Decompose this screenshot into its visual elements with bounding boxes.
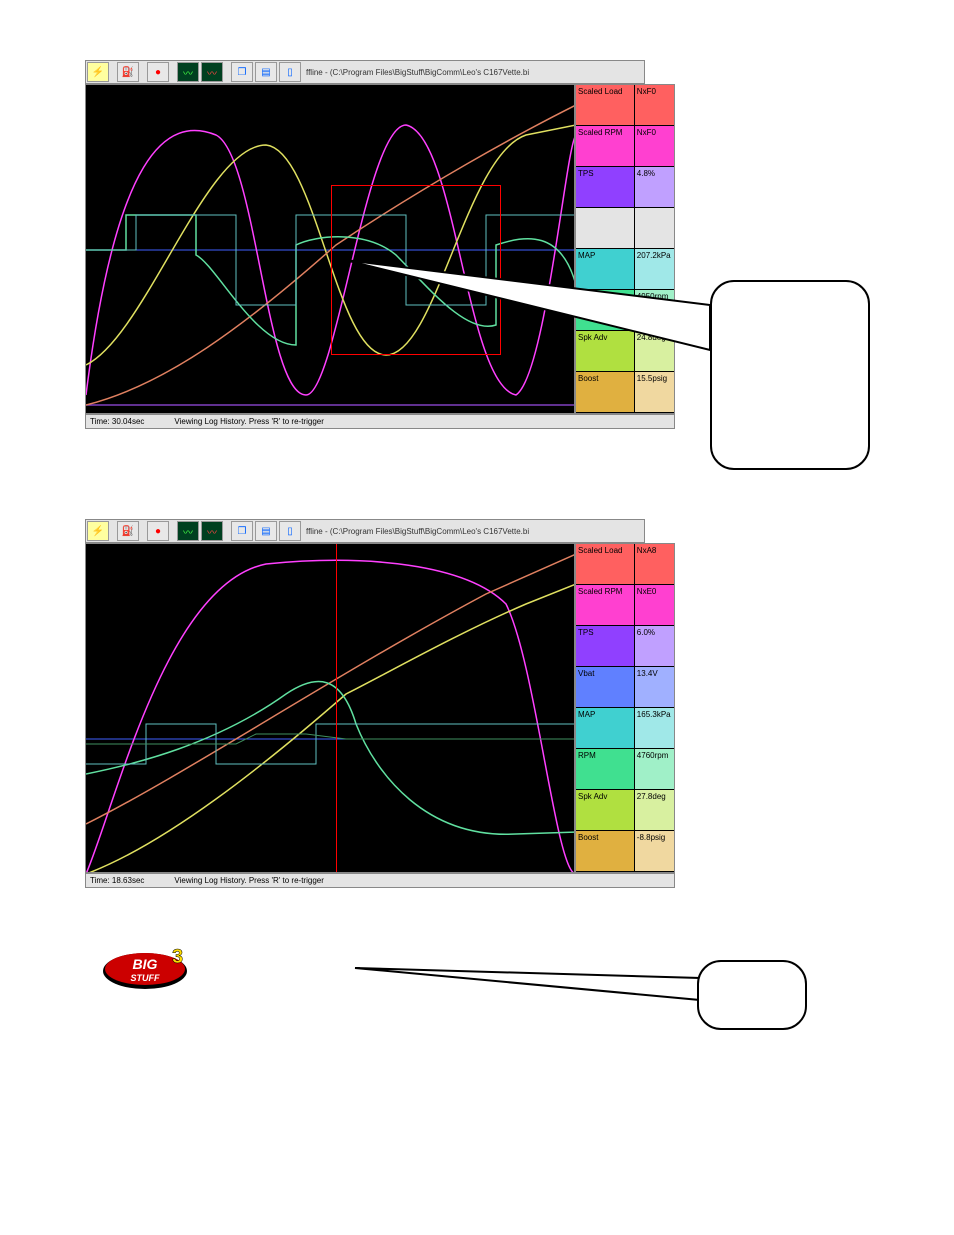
toolbar-path-2: ffline - (C:\Program Files\BigStuff\BigC… [306,527,529,536]
tb-chart1-icon[interactable]: 〰 [177,62,199,82]
signal-row[interactable]: Boost-8.8psig [576,831,674,872]
status-bar-1: Time: 30.04sec Viewing Log History. Pres… [85,414,675,429]
svg-text:BIG: BIG [133,956,158,972]
status-msg-2: Viewing Log History. Press 'R' to re-tri… [174,876,323,885]
tb-cascade-icon[interactable]: ❐ [231,62,253,82]
signal-row[interactable]: TPS6.0% [576,626,674,667]
tb-pump-icon-2[interactable]: ⛽ [117,521,139,541]
tb-window-icon[interactable]: ▯ [279,62,301,82]
signal-value: 165.3kPa [635,708,674,748]
signal-value: NxA8 [635,544,674,584]
signal-value: 27.8deg [635,790,674,830]
time-cursor[interactable] [336,544,337,872]
signal-label: Scaled Load [576,85,635,125]
signal-row[interactable]: Scaled RPMNxE0 [576,585,674,626]
signal-row[interactable]: Spk Adv27.8deg [576,790,674,831]
callout-box-1 [710,280,870,470]
signal-panel-2: Scaled LoadNxA8Scaled RPMNxE0TPS6.0%Vbat… [575,543,675,873]
tb-balloon-icon[interactable]: ● [147,62,169,82]
signal-label: RPM [576,749,635,789]
callout-pointer-1 [340,160,740,390]
callout-box-2 [697,960,807,1030]
tb-pump-icon[interactable]: ⛽ [117,62,139,82]
traces-2 [86,544,575,873]
signal-row[interactable]: RPM4760rpm [576,749,674,790]
tb-tile-icon[interactable]: ▤ [255,62,277,82]
tb-cascade-icon-2[interactable]: ❐ [231,521,253,541]
tb-window-icon-2[interactable]: ▯ [279,521,301,541]
signal-row[interactable]: Scaled LoadNxA8 [576,544,674,585]
signal-row[interactable]: Scaled LoadNxF0 [576,85,674,126]
signal-value: -8.8psig [635,831,674,871]
svg-text:STUFF: STUFF [131,973,160,983]
signal-value: NxF0 [635,85,674,125]
signal-value: 6.0% [635,626,674,666]
tb-bolt-icon[interactable]: ⚡ [87,62,109,82]
tb-bolt-icon-2[interactable]: ⚡ [87,521,109,541]
tb-chart2-icon[interactable]: 〰 [201,62,223,82]
signal-label: Vbat [576,667,635,707]
signal-label: MAP [576,708,635,748]
toolbar-path-1: ffline - (C:\Program Files\BigStuff\BigC… [306,68,529,77]
status-msg-1: Viewing Log History. Press 'R' to re-tri… [174,417,323,426]
tb-tile-icon-2[interactable]: ▤ [255,521,277,541]
status-time-1: Time: 30.04sec [90,417,144,426]
signal-label: TPS [576,626,635,666]
signal-row[interactable]: MAP165.3kPa [576,708,674,749]
signal-label: Spk Adv [576,790,635,830]
signal-value: NxE0 [635,585,674,625]
toolbar-1: ⚡ ⛽ ● 〰 〰 ❐ ▤ ▯ ffline - (C:\Program Fil… [85,60,645,84]
signal-label: Scaled RPM [576,585,635,625]
chart-area-2[interactable] [85,543,575,873]
svg-text:3: 3 [172,946,183,968]
screenshot-2: ⚡ ⛽ ● 〰 〰 ❐ ▤ ▯ ffline - (C:\Program Fil… [85,519,954,888]
toolbar-2: ⚡ ⛽ ● 〰 〰 ❐ ▤ ▯ ffline - (C:\Program Fil… [85,519,645,543]
signal-row[interactable]: Vbat13.4V [576,667,674,708]
tb-chart1-icon-2[interactable]: 〰 [177,521,199,541]
callout-pointer-2 [350,938,730,1018]
status-time-2: Time: 18.63sec [90,876,144,885]
signal-value: 4760rpm [635,749,674,789]
signal-value: 13.4V [635,667,674,707]
status-bar-2: Time: 18.63sec Viewing Log History. Pres… [85,873,675,888]
signal-label: Scaled Load [576,544,635,584]
tb-balloon-icon-2[interactable]: ● [147,521,169,541]
tb-chart2-icon-2[interactable]: 〰 [201,521,223,541]
bigstuff-logo: BIG 3 STUFF [100,943,190,998]
signal-label: Boost [576,831,635,871]
